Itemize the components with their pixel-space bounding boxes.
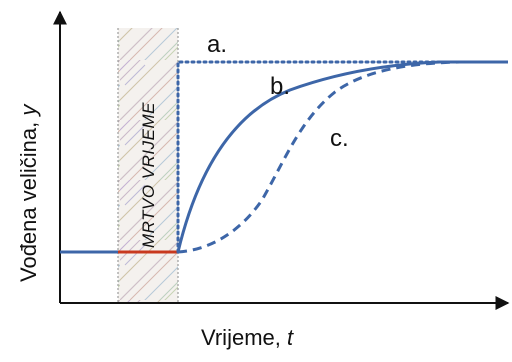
x-axis-label: Vrijeme, t: [201, 325, 294, 350]
x-axis-symbol: t: [287, 325, 294, 350]
curve-c-label: c.: [330, 125, 349, 152]
curve-b-label: b.: [270, 73, 290, 100]
dead-time-region: [118, 28, 178, 303]
y-axis-label: Vođena veličina, y: [16, 103, 41, 282]
y-axis-label-text: Vođena veličina,: [16, 116, 41, 282]
curve-c-higher-order-response: [177, 60, 508, 254]
x-axis-label-text: Vrijeme,: [201, 325, 287, 350]
dead-time-label: MRTVO VRIJEME: [139, 102, 158, 248]
curve-b-first-order-response: [176, 60, 508, 253]
curve-a-label: a.: [207, 31, 227, 58]
curve-a-step-response: [176, 60, 510, 254]
y-axis-symbol: y: [16, 103, 41, 118]
